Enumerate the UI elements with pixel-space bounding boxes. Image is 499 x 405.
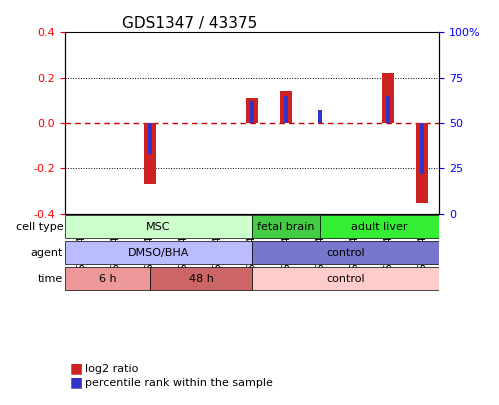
FancyBboxPatch shape bbox=[65, 267, 150, 290]
Bar bbox=[382, 73, 394, 123]
Bar bbox=[416, 123, 428, 202]
Text: time: time bbox=[38, 274, 63, 284]
FancyBboxPatch shape bbox=[320, 215, 439, 239]
FancyBboxPatch shape bbox=[252, 241, 439, 264]
Text: cell type: cell type bbox=[15, 222, 63, 232]
FancyBboxPatch shape bbox=[65, 215, 252, 239]
Text: control: control bbox=[326, 274, 365, 284]
Bar bbox=[420, 123, 424, 174]
Bar bbox=[386, 96, 390, 123]
FancyBboxPatch shape bbox=[150, 267, 252, 290]
FancyBboxPatch shape bbox=[252, 215, 320, 239]
Text: GDS1347 / 43375: GDS1347 / 43375 bbox=[122, 16, 257, 31]
Bar bbox=[280, 92, 292, 123]
Text: control: control bbox=[326, 248, 365, 258]
Bar bbox=[144, 123, 156, 184]
Text: 6 h: 6 h bbox=[99, 274, 116, 284]
Text: adult liver: adult liver bbox=[351, 222, 408, 232]
Text: ■: ■ bbox=[70, 362, 83, 375]
Text: fetal brain: fetal brain bbox=[257, 222, 315, 232]
Text: 48 h: 48 h bbox=[189, 274, 214, 284]
Text: percentile rank within the sample: percentile rank within the sample bbox=[85, 378, 273, 388]
Bar bbox=[148, 123, 152, 154]
Text: MSC: MSC bbox=[146, 222, 171, 232]
Text: log2 ratio: log2 ratio bbox=[85, 364, 138, 373]
Text: ■: ■ bbox=[70, 376, 83, 390]
Bar bbox=[318, 111, 322, 123]
Bar bbox=[250, 101, 254, 123]
FancyBboxPatch shape bbox=[65, 241, 252, 264]
Bar bbox=[284, 96, 288, 123]
Text: DMSO/BHA: DMSO/BHA bbox=[128, 248, 189, 258]
FancyBboxPatch shape bbox=[252, 267, 439, 290]
Text: agent: agent bbox=[31, 248, 63, 258]
Bar bbox=[246, 98, 258, 123]
